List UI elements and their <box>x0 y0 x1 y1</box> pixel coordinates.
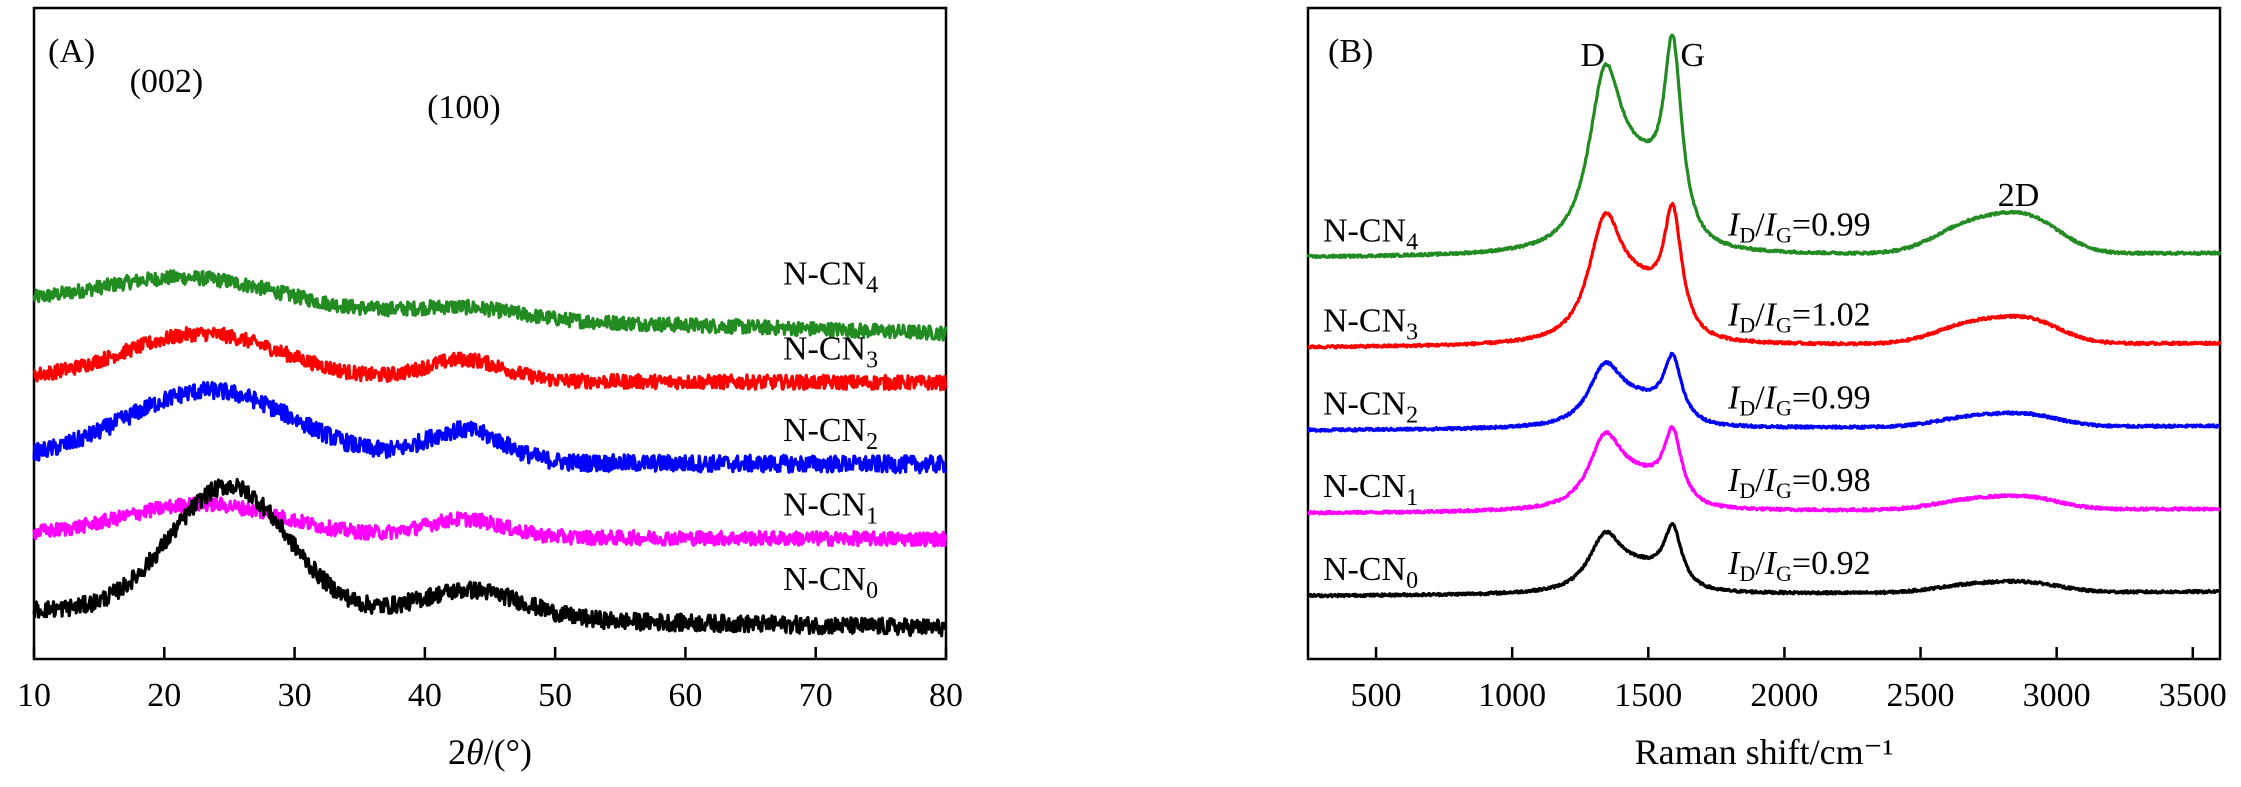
panel-a-x-tick-label: 60 <box>668 677 702 714</box>
panel-b-frame <box>1306 6 2222 661</box>
panel-a-x-tick-label: 80 <box>929 677 963 714</box>
panel-a-series-label: N-CN3 <box>783 330 878 373</box>
panel-b-series-label: N-CN3 <box>1323 303 1418 346</box>
panel-b-series-line <box>1307 425 2221 516</box>
panel-b-series-line <box>1306 33 2222 260</box>
panel-a-series-line <box>32 495 948 548</box>
panel-a-series-line <box>32 380 947 475</box>
panel-b-x-tick-label: 1500 <box>1614 677 1682 714</box>
panel-b-series-label: N-CN1 <box>1323 468 1418 511</box>
panel-a-series-label: N-CN0 <box>783 561 878 604</box>
panel-b-series-line <box>1306 521 2222 599</box>
panel-b-series-line <box>1306 351 2221 433</box>
panel-a-label: (A) <box>48 33 95 70</box>
panel-b-id-ig-ratio: ID/IG=0.99 <box>1727 207 1871 248</box>
panel-b-x-ticks: 500 1000 1500 2000 2500 3000 3500 <box>1351 647 2227 714</box>
panel-b-x-axis-title: Raman shift/cm⁻¹ <box>1635 732 1894 772</box>
panel-a-x-tick-label: 10 <box>17 677 51 714</box>
panel-a: 10 20 30 40 50 60 70 80 N-CN4N-CN3N-CN2N-CN1N-C… <box>17 6 963 772</box>
panel-a-x-ticks: 10 20 30 40 50 60 70 80 <box>17 647 963 714</box>
panel-b-series-labels: N-CN4 N-CN3 N-CN2 N-CN1 N-CN0 <box>1323 213 1418 594</box>
panel-a-x-axis-title: 2θ/(°) <box>448 732 532 772</box>
panel-b-id-ig-ratio: ID/IG=0.92 <box>1727 545 1871 586</box>
panel-a-x-tick-label: 30 <box>278 677 312 714</box>
panel-b-x-tick-label: 2500 <box>1887 677 1955 714</box>
panel-b-x-tick-label: 2000 <box>1750 677 1818 714</box>
panel-b-peak-annotation: G <box>1681 37 1706 74</box>
panel-b-peak-annotation: 2D <box>1998 177 2040 214</box>
panel-b-id-ig-ratio: ID/IG=0.98 <box>1727 462 1871 503</box>
panel-b-series-line <box>1307 201 2222 350</box>
panel-a-x-tick-label: 50 <box>538 677 572 714</box>
panel-a-series-labels: N-CN4 N-CN3 N-CN2 N-CN1 N-CN0 <box>783 256 878 604</box>
panel-b-label: (B) <box>1328 33 1373 70</box>
panel-a-series-line <box>32 269 948 342</box>
panel-b-id-ig-ratio: ID/IG=1.02 <box>1727 297 1871 338</box>
panel-b-series-label: N-CN0 <box>1323 551 1418 594</box>
panel-b-ratio-labels: ID/IG=0.99 ID/IG=1.02 ID/IG=0.99 ID/IG=0.98… <box>1727 207 1871 586</box>
panel-b-peak-annotation: D <box>1580 37 1605 74</box>
panel-b-series-label: N-CN4 <box>1323 213 1418 256</box>
panel-a-series-label: N-CN4 <box>783 256 878 299</box>
panel-a-peak-annotations: (002) (100) <box>130 63 501 126</box>
panel-a-series-line <box>32 477 947 638</box>
panel-b-x-tick-label: 3000 <box>2023 677 2091 714</box>
panel-a-series-label: N-CN2 <box>783 412 878 455</box>
panel-a-series-label: N-CN1 <box>783 486 878 529</box>
panel-a-series-line <box>32 326 948 392</box>
panel-b-x-tick-label: 500 <box>1351 677 1402 714</box>
panel-b: 500 1000 1500 2000 2500 3000 3500 N-CN4N-CN3N-… <box>1306 6 2227 772</box>
panel-a-x-tick-label: 20 <box>147 677 181 714</box>
panel-a-peak-annotation: (100) <box>427 89 501 126</box>
panel-b-curves <box>1306 33 2222 599</box>
panel-a-x-tick-label: 70 <box>799 677 833 714</box>
panel-b-id-ig-ratio: ID/IG=0.99 <box>1727 379 1871 420</box>
panel-b-x-tick-label: 1000 <box>1478 677 1546 714</box>
panel-b-peak-annotations: D G 2D <box>1580 37 2039 214</box>
panel-a-curves <box>32 269 948 638</box>
panel-b-series-label: N-CN2 <box>1323 385 1418 428</box>
panel-b-x-tick-label: 3500 <box>2159 677 2227 714</box>
panel-a-x-tick-label: 40 <box>408 677 442 714</box>
panel-a-peak-annotation: (002) <box>130 63 204 100</box>
